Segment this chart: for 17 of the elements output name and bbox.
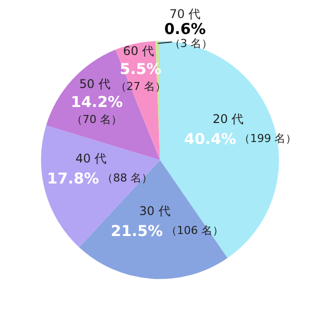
data-label: 17.8% (47, 170, 100, 188)
text: （199 名） (239, 132, 297, 145)
slice-label: 30 代 (139, 204, 170, 218)
text: （3 名） (169, 37, 213, 50)
data-label: 40.4% (184, 130, 236, 148)
data-label: 21.5% (110, 222, 163, 240)
slice-label: 50 代 (79, 77, 110, 92)
text: （88 名） (102, 172, 153, 185)
slice-label: 70 代 (169, 7, 201, 21)
text: （27 名） (115, 80, 166, 94)
slice-label: 20 代 (212, 112, 244, 126)
slice-label: 60 代 (123, 44, 154, 58)
data-label: 14.2% (70, 93, 123, 112)
slice-label: 40 代 (76, 152, 107, 166)
data-label: 0.6% (164, 20, 206, 38)
text: （70 名） (72, 113, 122, 126)
text: （106 名） (166, 224, 224, 238)
